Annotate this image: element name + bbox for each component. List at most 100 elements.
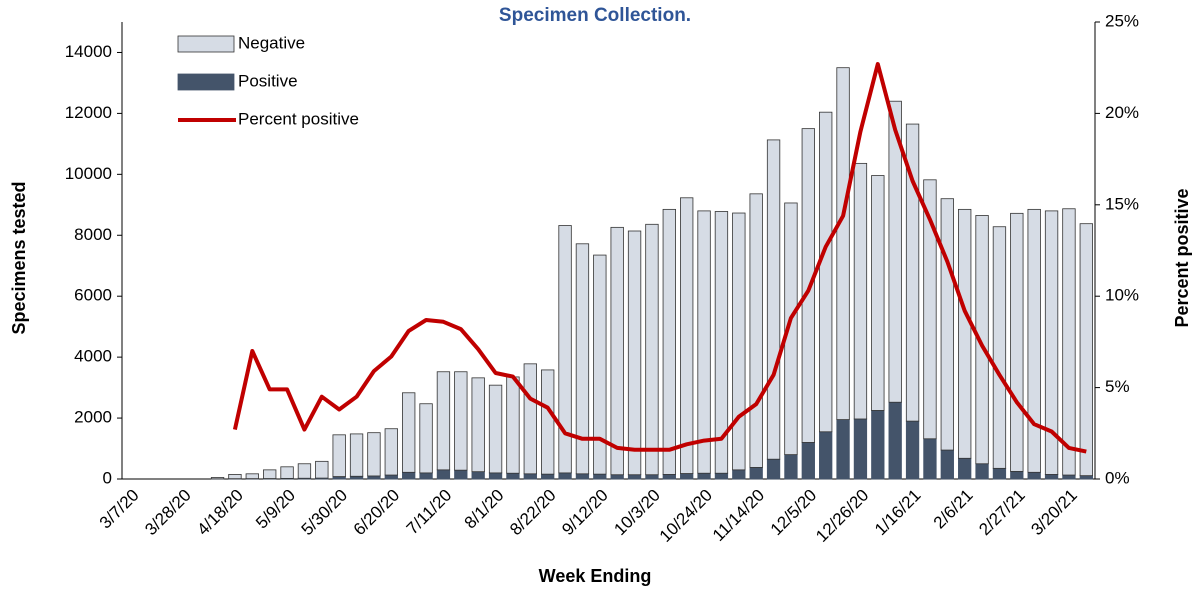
bar-segment [1062,208,1076,476]
x-tick-label: 9/12/20 [558,486,612,540]
bar-segment [1027,471,1041,480]
bar-segment [506,376,520,474]
bar-segment [940,198,954,451]
bar-segment [454,371,468,471]
bar-segment [1010,470,1024,480]
bar-segment [975,463,989,480]
bar-segment [332,434,346,477]
bar-segment [1010,212,1024,472]
bar-segment [836,419,850,480]
bar-segment [819,111,833,433]
y-axis-title: Specimens tested [9,181,29,334]
bar-segment [280,466,294,479]
bar-segment [1027,208,1041,473]
bar-segment [488,472,503,480]
bar-segment [940,449,954,480]
bar-segment [888,100,902,403]
bar-segment [436,469,451,480]
bar-segment [732,469,746,480]
bar-segment [645,223,659,476]
bar-segment [384,428,398,476]
bar-segment [210,477,225,480]
bar-segment [593,473,607,480]
bar-segment [245,473,259,480]
x-axis-title: Week Ending [539,566,652,586]
x-tick-label: 8/1/20 [461,486,508,533]
line-series [232,62,1087,454]
bar-segment [593,254,607,475]
x-tick-label: 5/30/20 [298,486,352,540]
bar-segment [488,384,503,474]
chart-title: Specimen Collection. [499,5,691,26]
y-tick-label: 4000 [74,347,112,366]
bar-segment [819,431,833,480]
x-tick-label: 5/9/20 [252,486,299,533]
bar-segment [1079,475,1093,480]
x-tick-label: 3/7/20 [96,486,143,533]
bar-segment [836,67,850,420]
x-tick-label: 3/28/20 [141,486,195,540]
y2-tick-label: 20% [1105,103,1139,122]
bar-segment [384,474,398,480]
bar-segment [627,230,642,476]
bar-segment [454,469,468,480]
bar-segment [315,460,329,479]
bar-segment [297,463,312,479]
bar-segment [349,433,364,477]
bar-segment [871,410,885,480]
y-tick-label: 10000 [65,164,112,183]
bar-segment [645,474,659,480]
bar-segment [471,377,485,473]
bar-segment [732,212,746,471]
bar-segment [992,226,1007,469]
y2-tick-label: 15% [1105,194,1139,213]
bar-segment [714,472,729,480]
bar-segment [871,175,885,411]
x-tick-label: 2/27/21 [975,486,1029,540]
bar-segment [263,469,277,479]
bar-segment [610,226,624,476]
bar-segment [714,211,729,474]
x-tick-label: 11/14/20 [709,486,768,545]
bar-segment [1079,223,1093,477]
legend-swatch [177,73,235,91]
bar-segment [888,401,902,480]
bar-segment [1044,474,1059,480]
bar-segment [419,472,433,480]
bar-segment [228,474,242,480]
bar-segment [627,474,642,480]
y2-axis-title: Percent positive [1172,188,1192,327]
y-tick-label: 12000 [65,103,112,122]
bar-segment [923,179,937,440]
bar-segment [575,473,590,480]
x-tick-label: 2/6/21 [930,486,977,533]
y-tick-label: 0 [103,468,112,487]
bar-segment [419,403,433,474]
bar-segment [610,474,624,480]
bar-segment [680,197,694,474]
bar-segment [749,193,763,468]
bar-segment [367,475,381,480]
bar-segment [471,471,485,480]
bar-segment [558,472,572,480]
y2-tick-label: 25% [1105,11,1139,30]
bar-segment [766,139,781,460]
legend-label: Percent positive [238,109,359,128]
y2-tick-label: 10% [1105,286,1139,305]
bar-segment [975,215,989,465]
bar-segment [697,472,711,480]
bar-segment [766,458,781,480]
y-tick-label: 6000 [74,286,112,305]
bar-segment [523,363,537,475]
legend-swatch [177,35,235,53]
x-tick-label: 4/18/20 [193,486,247,540]
bar-segment [905,420,920,480]
y-tick-label: 14000 [65,42,112,61]
legend-label: Positive [238,71,298,90]
bar-segment [905,123,920,422]
bar-segment [662,208,676,475]
y-tick-label: 2000 [74,408,112,427]
bar-segment [784,202,798,456]
bar-segment [541,473,555,480]
